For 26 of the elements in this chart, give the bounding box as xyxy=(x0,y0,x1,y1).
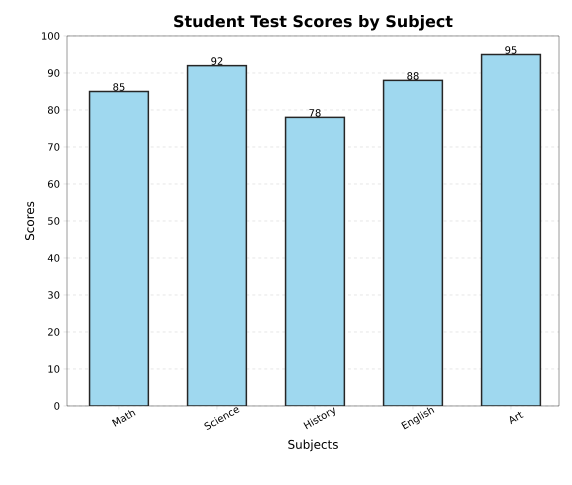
x-tick-label: Math xyxy=(112,410,136,427)
bar xyxy=(88,90,150,406)
y-tick-label: 10 xyxy=(48,365,60,373)
y-tick-label: 20 xyxy=(48,328,60,336)
y-axis-title: Scores xyxy=(25,202,34,240)
data-label: 95 xyxy=(505,46,516,54)
x-axis-title: Subjects xyxy=(288,440,338,452)
y-tick-label: 30 xyxy=(48,291,60,299)
data-label: 78 xyxy=(309,109,321,117)
data-label: 92 xyxy=(211,57,222,65)
bar xyxy=(480,54,542,406)
y-tick-label: 0 xyxy=(54,402,60,410)
y-tick-label: 80 xyxy=(48,106,60,114)
bar xyxy=(284,116,346,406)
x-tick-label: Art xyxy=(510,412,524,424)
y-tick-label: 70 xyxy=(48,143,60,151)
y-tick-label: 50 xyxy=(48,217,60,225)
y-tick-label: 60 xyxy=(48,180,60,188)
bar xyxy=(382,80,444,406)
chart-title: Student Test Scores by Subject xyxy=(174,14,453,30)
data-label: 85 xyxy=(113,83,124,91)
y-tick-label: 40 xyxy=(48,254,60,262)
bar xyxy=(186,64,248,406)
y-tick-label: 100 xyxy=(42,32,60,40)
y-tick-label: 90 xyxy=(48,69,60,77)
data-label: 88 xyxy=(407,72,419,80)
